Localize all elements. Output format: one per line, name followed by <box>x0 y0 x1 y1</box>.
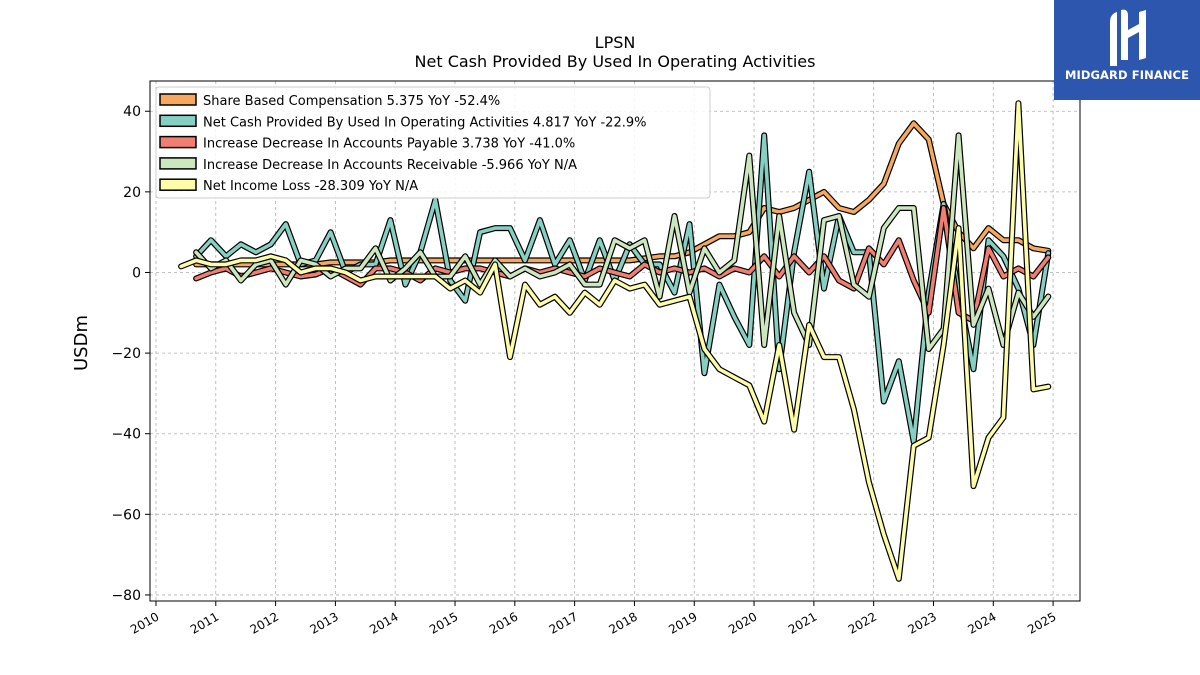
x-tick-label: 2016 <box>487 609 520 636</box>
brand-logo: MIDGARD FINANCE <box>1054 0 1200 100</box>
x-tick-label: 2013 <box>307 609 340 636</box>
y-axis-ticks: 40 20 0 −20 −40 −60 −80 <box>111 104 150 604</box>
series-lines <box>178 100 1052 582</box>
x-tick-label: 2021 <box>786 609 819 636</box>
legend-label: Net Income Loss -28.309 YoY N/A <box>203 179 418 194</box>
chart-subtitle: Net Cash Provided By Used In Operating A… <box>414 52 816 71</box>
series-5 <box>178 100 1052 582</box>
y-tick-label: −40 <box>111 427 141 443</box>
legend-swatch <box>159 157 197 170</box>
y-tick-label: 40 <box>123 104 141 120</box>
x-tick-label: 2019 <box>666 609 699 636</box>
legend-swatch <box>159 178 197 191</box>
legend-label: Increase Decrease In Accounts Receivable… <box>203 158 577 173</box>
series-line <box>179 101 1051 581</box>
chart-title: LPSN <box>594 33 636 52</box>
legend-swatch <box>159 135 197 149</box>
x-tick-label: 2023 <box>906 609 939 636</box>
y-tick-label: −60 <box>111 507 141 523</box>
legend: Share Based Compensation 5.375 YoY -52.4… <box>155 86 711 199</box>
x-axis-ticks: 2010 2011 2012 2013 2014 2015 2016 2017 2018 2019… <box>128 601 1059 637</box>
x-tick-label: 2010 <box>128 609 161 636</box>
legend-label: Increase Decrease In Accounts Payable 3.… <box>203 137 575 152</box>
x-tick-label: 2018 <box>606 609 639 636</box>
legend-swatch <box>159 114 197 128</box>
legend-swatch <box>159 93 197 106</box>
x-tick-label: 2011 <box>188 609 221 636</box>
series-2 <box>193 132 1052 445</box>
x-tick-label: 2020 <box>726 609 759 636</box>
y-tick-label: −80 <box>111 588 141 604</box>
logo-text: MIDGARD FINANCE <box>1064 68 1190 82</box>
y-tick-label: 0 <box>132 265 141 281</box>
x-tick-label: 2024 <box>965 609 998 636</box>
y-tick-label: −20 <box>111 346 141 362</box>
logo-mark-icon <box>1110 9 1146 66</box>
series-line <box>194 133 1051 444</box>
x-tick-label: 2015 <box>427 609 460 636</box>
legend-label: Share Based Compensation 5.375 YoY -52.4… <box>203 94 500 109</box>
plot-frame <box>149 80 1081 602</box>
x-tick-label: 2025 <box>1025 609 1058 636</box>
y-tick-label: 20 <box>123 185 141 201</box>
x-tick-label: 2012 <box>248 609 281 636</box>
x-tick-label: 2017 <box>547 609 580 636</box>
x-tick-label: 2014 <box>367 609 400 636</box>
legend-label: Net Cash Provided By Used In Operating A… <box>203 115 646 130</box>
legend-box <box>155 86 711 199</box>
y-axis-label: USDm <box>71 315 92 371</box>
x-tick-label: 2022 <box>846 609 879 636</box>
